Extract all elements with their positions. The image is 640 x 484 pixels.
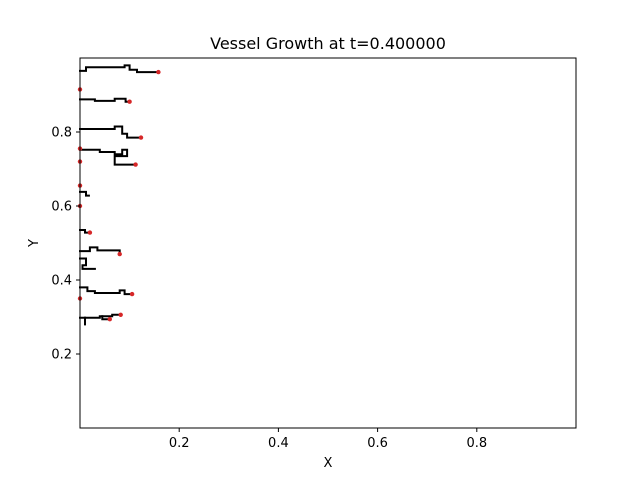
x-axis-label: X — [324, 456, 333, 471]
y-tick-label: 0.8 — [51, 126, 72, 141]
vessel-tip-point — [117, 251, 122, 257]
x-tick-label: 0.8 — [466, 436, 487, 451]
vessel-layer — [79, 64, 160, 326]
vessel-path — [79, 64, 160, 74]
vessel-path — [79, 229, 91, 234]
vessel-tip-point — [138, 135, 144, 140]
chart-title: Vessel Growth at t=0.400000 — [210, 34, 446, 53]
y-axis-ticks: 0.2 0.4 0.6 0.8 — [51, 126, 80, 363]
vessel-path — [79, 148, 137, 166]
vessel-path — [79, 97, 131, 103]
y-tick-label: 0.6 — [51, 200, 72, 215]
x-axis-ticks: 0.2 0.4 0.6 0.8 — [169, 428, 487, 451]
vessel-tip-point — [129, 291, 135, 297]
vessel-tip-point — [107, 317, 113, 322]
vessel-tip-point — [87, 230, 93, 235]
y-axis-label: Y — [27, 239, 42, 248]
x-tick-label: 0.2 — [169, 436, 190, 451]
vessel-path — [79, 246, 121, 256]
x-tick-label: 0.4 — [268, 436, 289, 451]
y-tick-label: 0.2 — [51, 348, 72, 363]
y-tick-label: 0.4 — [51, 274, 72, 289]
vessel-path — [79, 125, 142, 139]
vessel-path — [79, 286, 134, 296]
vessel-tip-point — [156, 69, 161, 75]
vessel-tip-point — [118, 312, 123, 317]
plot-area — [80, 58, 576, 428]
vessel-path — [79, 190, 90, 197]
vessel-path — [79, 313, 122, 319]
vessel-path — [101, 315, 111, 321]
vessel-tip-point — [133, 162, 138, 167]
plot-frame — [79, 57, 577, 429]
x-tick-label: 0.6 — [367, 436, 388, 451]
vessel-path — [79, 257, 96, 270]
vessel-tip-point — [127, 99, 132, 104]
